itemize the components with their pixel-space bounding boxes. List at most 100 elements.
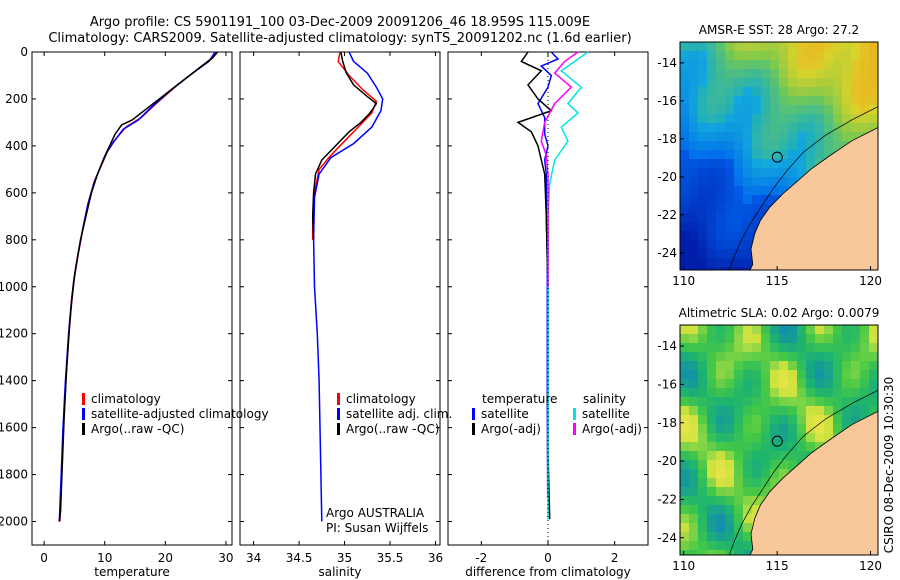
map-cell [761, 96, 771, 106]
map-cell [797, 168, 807, 178]
map-cell [770, 442, 780, 452]
map-cell [716, 334, 726, 344]
map-cell [734, 51, 744, 61]
legend-label: satellite-adjusted climatology [91, 407, 269, 421]
map-cell [743, 240, 753, 250]
map-cell [833, 60, 843, 70]
map-cell [788, 442, 798, 452]
map-cell [689, 159, 699, 169]
map-cell [689, 42, 699, 52]
map-cell [725, 51, 735, 61]
map-cell [689, 415, 699, 425]
map-cell [743, 114, 753, 124]
map-cell [797, 123, 807, 133]
map-cell [734, 150, 744, 160]
map-cell [833, 132, 843, 142]
map-cell [680, 541, 690, 551]
map-title: AMSR-E SST: 28 Argo: 27.2 [699, 23, 859, 37]
map-cell [716, 415, 726, 425]
x-axis-label: salinity [318, 565, 361, 579]
map-cell [734, 496, 744, 506]
map-cell [788, 415, 798, 425]
map-cell [743, 258, 753, 268]
map-cell [725, 114, 735, 124]
map-cell [869, 123, 878, 133]
map-cell [833, 388, 843, 398]
map-cell [788, 60, 798, 70]
map-cell [752, 186, 762, 196]
map-cell [698, 69, 708, 79]
map-cell [851, 388, 861, 398]
map-cell [707, 204, 717, 214]
map-cell [743, 141, 753, 151]
map-cell [761, 379, 771, 389]
map-cell [680, 267, 690, 270]
map-cell [842, 123, 852, 133]
map-cell [824, 78, 834, 88]
map-cell [707, 415, 717, 425]
map-cell [761, 78, 771, 88]
map-cell [707, 177, 717, 187]
map-cell [725, 78, 735, 88]
map-cell [680, 424, 690, 434]
map-cell [797, 42, 807, 52]
map-cell [698, 496, 708, 506]
map-cell [698, 150, 708, 160]
map-cell [869, 325, 878, 335]
map-cell [815, 388, 825, 398]
y-tick-label: 800 [5, 233, 28, 247]
map-cell [761, 141, 771, 151]
map-cell [842, 334, 852, 344]
map-cell [698, 51, 708, 61]
map-cell [815, 379, 825, 389]
map-cell [842, 415, 852, 425]
map-cell [761, 397, 771, 407]
argo-position-marker [771, 151, 783, 163]
map-cell [734, 69, 744, 79]
map-cell [689, 433, 699, 443]
map-cell [761, 42, 771, 52]
map-cell [743, 424, 753, 434]
y-tick-label: -14 [657, 56, 677, 70]
legend-swatch [82, 423, 85, 435]
map-cell [851, 51, 861, 61]
map-cell [725, 379, 735, 389]
map-cell [752, 87, 762, 97]
map-cell [689, 240, 699, 250]
map-cell [707, 78, 717, 88]
map-cell [833, 78, 843, 88]
map-cell [833, 42, 843, 52]
map-cell [689, 258, 699, 268]
map-cell [770, 406, 780, 416]
map-cell [851, 325, 861, 335]
map-cell [743, 478, 753, 488]
map-cell [698, 123, 708, 133]
map-cell [752, 132, 762, 142]
map-cell [680, 532, 690, 542]
map-cell [680, 379, 690, 389]
map-cell [716, 123, 726, 133]
map-cell [851, 42, 861, 52]
map-cell [833, 114, 843, 124]
map-cell [743, 523, 753, 533]
map-cell [806, 388, 816, 398]
map-cell [815, 87, 825, 97]
map-cell [824, 334, 834, 344]
series-line-salinity-satellite [547, 51, 589, 520]
map-cell [707, 222, 717, 232]
map-cell [761, 451, 771, 461]
map-cell [752, 325, 762, 335]
map-cell [761, 132, 771, 142]
map-cell [869, 370, 878, 380]
map-cell [734, 514, 744, 524]
map-cell [680, 195, 690, 205]
map-cell [725, 150, 735, 160]
map-cell [761, 460, 771, 470]
map-cell [698, 213, 708, 223]
map-cell [815, 424, 825, 434]
map-cell [761, 204, 771, 214]
map-cell [833, 424, 843, 434]
map-cell [698, 451, 708, 461]
map-cell [860, 379, 870, 389]
